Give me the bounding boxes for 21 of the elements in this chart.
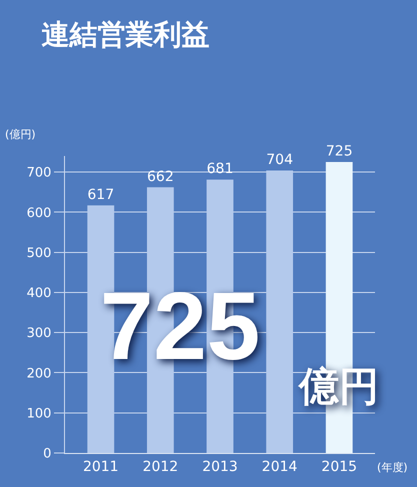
y-tick-label: 400 bbox=[26, 286, 52, 302]
y-tick-label: 0 bbox=[43, 446, 52, 462]
x-tick-label: 2014 bbox=[262, 458, 298, 475]
data-label: 662 bbox=[146, 168, 174, 185]
y-tick-label: 700 bbox=[26, 166, 52, 181]
chart-title: 連結営業利益 bbox=[42, 18, 210, 51]
y-tick-label: 600 bbox=[26, 206, 52, 221]
bar bbox=[266, 170, 294, 453]
y-tick-label: 500 bbox=[26, 246, 52, 261]
y-tick-label: 200 bbox=[26, 366, 52, 382]
x-tick-label: 2012 bbox=[142, 458, 178, 475]
x-tick-label: 2011 bbox=[82, 458, 119, 475]
x-tick-label: 2013 bbox=[202, 458, 238, 475]
data-label: 725 bbox=[326, 144, 353, 160]
data-label: 617 bbox=[87, 186, 114, 203]
y-tick-label: 100 bbox=[26, 406, 52, 422]
y-tick-label: 300 bbox=[26, 326, 52, 342]
x-tick-label: 2015 bbox=[321, 458, 358, 475]
data-label: 704 bbox=[266, 152, 294, 168]
y-axis-title: (億円) bbox=[5, 128, 36, 141]
x-axis-title: (年度) bbox=[377, 461, 408, 474]
